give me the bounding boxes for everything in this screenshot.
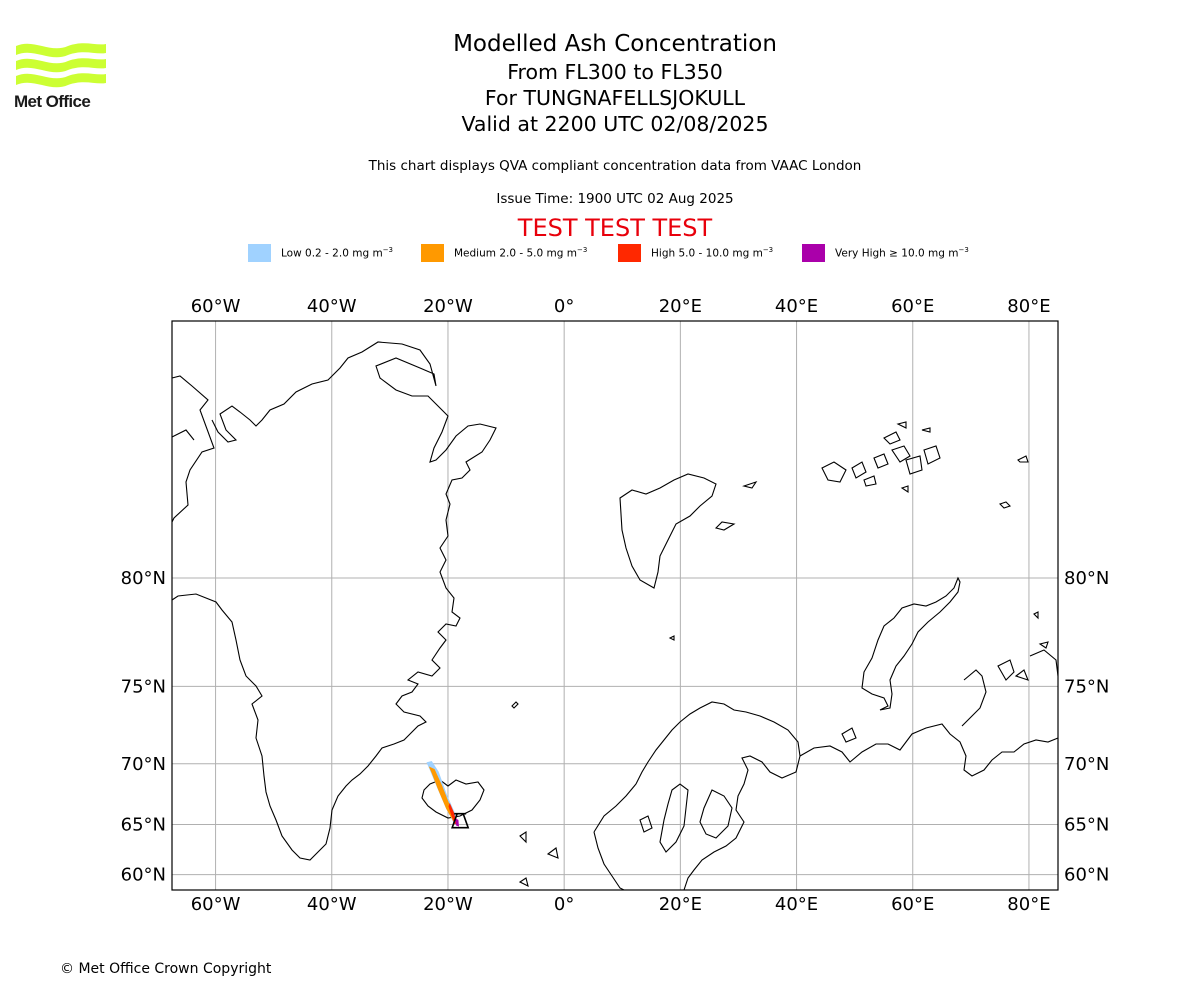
legend-swatch-low [248, 244, 271, 262]
lon-tick-label-bottom: 40°E [775, 894, 818, 915]
lon-tick-label-top: 60°W [191, 296, 241, 317]
flight-level-range: From FL300 to FL350 [507, 60, 723, 84]
ash-region-very-high [454, 817, 459, 827]
legend-item-high: High 5.0 - 10.0 mg m−3 [618, 244, 773, 262]
concentration-legend: Low 0.2 - 2.0 mg m−3 Medium 2.0 - 5.0 mg… [0, 244, 1200, 264]
lat-tick-label-left: 80°N [121, 568, 166, 589]
legend-label-low: Low 0.2 - 2.0 mg m−3 [281, 246, 394, 260]
valid-time: Valid at 2200 UTC 02/08/2025 [461, 112, 769, 136]
lat-tick-label-left: 60°N [121, 865, 166, 886]
legend-swatch-high [618, 244, 641, 262]
lon-tick-label-top: 0° [554, 296, 574, 317]
ash-plume [426, 761, 459, 827]
test-banner: TEST TEST TEST [517, 214, 713, 242]
lat-tick-label-right: 60°N [1064, 865, 1109, 886]
issue-time: Issue Time: 1900 UTC 02 Aug 2025 [496, 191, 734, 207]
legend-item-very-high: Very High ≥ 10.0 mg m−3 [802, 244, 969, 262]
lon-tick-label-top: 20°E [659, 296, 702, 317]
volcano-name: For TUNGNAFELLSJOKULL [484, 86, 746, 110]
lon-tick-label-bottom: 20°E [659, 894, 702, 915]
legend-label-medium: Medium 2.0 - 5.0 mg m−3 [454, 246, 588, 260]
legend-label-very-high: Very High ≥ 10.0 mg m−3 [835, 246, 969, 260]
lat-tick-label-right: 65°N [1064, 814, 1109, 835]
title-block: Modelled Ash Concentration From FL300 to… [0, 29, 1200, 137]
ash-region-medium [428, 766, 456, 823]
lon-tick-label-bottom: 80°E [1007, 894, 1050, 915]
lon-tick-label-top: 80°E [1007, 296, 1050, 317]
lon-tick-label-bottom: 0° [554, 894, 574, 915]
lat-tick-label-right: 75°N [1064, 676, 1109, 697]
lon-tick-label-top: 40°E [775, 296, 818, 317]
lat-tick-label-left: 75°N [121, 676, 166, 697]
map-frame [171, 320, 1059, 891]
legend-item-medium: Medium 2.0 - 5.0 mg m−3 [421, 244, 587, 262]
legend-swatch-very-high [802, 244, 825, 262]
lon-tick-label-bottom: 40°W [307, 894, 357, 915]
coastlines [171, 341, 1059, 891]
lon-tick-label-bottom: 20°W [423, 894, 473, 915]
lat-tick-label-right: 80°N [1064, 568, 1109, 589]
lon-tick-label-bottom: 60°W [191, 894, 241, 915]
copyright-footer: © Met Office Crown Copyright [60, 961, 272, 977]
met-office-logo [16, 43, 106, 88]
lon-tick-label-top: 20°W [423, 296, 473, 317]
lon-tick-label-top: 40°W [307, 296, 357, 317]
axis-tick-labels: 60°W 60°W 40°W 40°W 20°W 20°W 0° 0° 20°E 20°E 40°E… [121, 296, 1110, 915]
qva-compliance-note: This chart displays QVA compliant concen… [368, 158, 862, 174]
lat-tick-label-left: 70°N [121, 754, 166, 775]
chart-title: Modelled Ash Concentration [453, 31, 777, 57]
lat-tick-label-right: 70°N [1064, 754, 1109, 775]
legend-label-high: High 5.0 - 10.0 mg m−3 [651, 246, 774, 260]
lon-tick-label-top: 60°E [891, 296, 934, 317]
met-office-logo-text: Met Office [14, 92, 91, 111]
lat-tick-label-left: 65°N [121, 814, 166, 835]
legend-swatch-medium [421, 244, 444, 262]
lon-tick-label-bottom: 60°E [891, 894, 934, 915]
legend-item-low: Low 0.2 - 2.0 mg m−3 [248, 244, 393, 262]
